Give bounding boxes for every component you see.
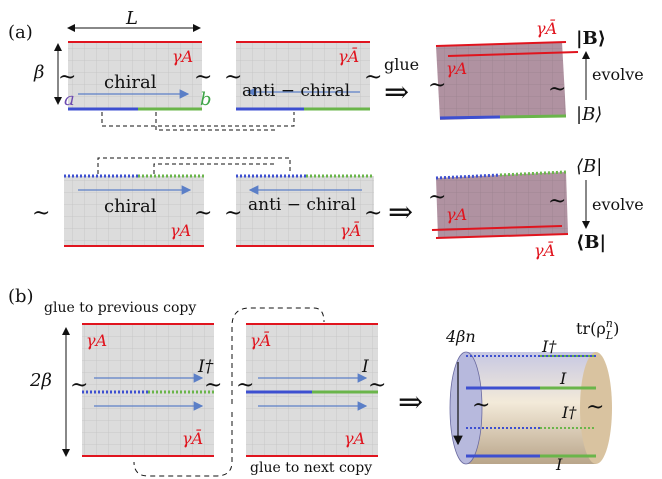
gamma-a-label: γA	[446, 59, 467, 78]
gamma-a-label: γA	[86, 331, 107, 350]
two-beta-dimension: 2β	[29, 327, 70, 457]
glue-label: glue	[384, 55, 419, 74]
trace-close: )	[613, 319, 619, 338]
chiral-label: chiral	[104, 72, 157, 93]
evolved-sheet-bottom: γA γĀ ~ ~	[428, 170, 569, 260]
point-b-label: b	[200, 89, 212, 110]
gamma-abar-label: γĀ	[534, 240, 555, 260]
implies-arrow: ⇒	[398, 385, 423, 420]
tilde: ~	[236, 373, 254, 398]
gamma-abar-label: γĀ	[250, 330, 271, 350]
tilde: ~	[364, 65, 382, 90]
evolve-label: evolve	[592, 65, 644, 84]
glue-connector	[231, 307, 325, 404]
glue-next-label: glue to next copy	[250, 460, 372, 476]
implies-arrow: ⇒	[384, 75, 409, 110]
evolved-sheet-top: γĀ γA ~ ~	[428, 18, 579, 120]
beta-label: β	[33, 62, 44, 83]
tilde: ~	[224, 201, 242, 226]
glue-connector	[97, 157, 291, 174]
tilde: ~	[586, 395, 604, 420]
tilde: ~	[548, 189, 566, 214]
point-a-label: a	[64, 89, 75, 110]
tilde: ~	[194, 201, 212, 226]
tilde: ~	[364, 201, 382, 226]
trace-sub: L	[605, 329, 613, 342]
gamma-abar-label: γĀ	[182, 428, 203, 448]
gamma-a-label: γA	[344, 429, 365, 448]
two-beta-label: 2β	[29, 370, 52, 391]
trace-cylinder: 4βn I† I I† I ~ ~	[445, 327, 612, 474]
anti-chiral-sheet-bottom: anti − chiral γĀ ~ ~	[224, 174, 382, 247]
bra-bold-b: ⟨B|	[576, 232, 606, 253]
i-dagger-label: I†	[541, 337, 557, 356]
tilde-left: ~	[58, 65, 76, 90]
doubled-sheet-right: γĀ γA I ~ ~	[236, 323, 386, 457]
beta-dimension: β	[33, 43, 62, 105]
circumference-label: 4βn	[445, 327, 476, 346]
glue-previous-label: glue to previous copy	[44, 300, 196, 316]
anti-chiral-sheet-top: anti − chiral γĀ ~ ~	[224, 41, 382, 111]
panel-a-tag: (a)	[8, 22, 33, 43]
trace-sup: n	[606, 317, 613, 330]
gamma-abar-label: γĀ	[338, 46, 359, 66]
length-label: L	[125, 8, 138, 29]
bra-b: ⟨B|	[576, 156, 602, 177]
glue-connector	[155, 112, 276, 131]
tilde: ~	[204, 373, 222, 398]
tilde: ~	[224, 65, 242, 90]
evolve-label: evolve	[592, 195, 644, 214]
ket-bold-b: |B⟩	[576, 28, 606, 49]
panel-b-tag: (b)	[8, 286, 34, 307]
ket-b: |B⟩	[576, 104, 602, 125]
gamma-a-label: γA	[172, 47, 193, 66]
glue-connector	[133, 412, 233, 477]
tilde: ~	[368, 373, 386, 398]
i-label: I	[361, 357, 369, 377]
gamma-abar-label: γĀ	[340, 220, 361, 240]
tilde: ~	[472, 393, 490, 418]
chiral-sheet-bottom: chiral γA ~ ~	[32, 174, 212, 247]
i-dagger-label: I†	[197, 357, 214, 377]
chiral-sheet-top: chiral γA a b ~ ~	[58, 41, 212, 111]
anti-chiral-label: anti − chiral	[248, 195, 356, 215]
length-dimension: L	[67, 8, 201, 32]
doubled-sheet-left: γA γĀ I† ~ ~	[70, 323, 222, 457]
i-dagger-label: I†	[561, 403, 577, 422]
trace-text: tr(ρ	[576, 319, 606, 338]
i-label: I	[559, 369, 567, 388]
i-label: I	[555, 455, 563, 474]
tilde: ~	[548, 77, 566, 102]
tilde: ~	[32, 201, 50, 226]
chiral-label: chiral	[104, 196, 157, 217]
svg-text:tr(ρnL): tr(ρn L)	[576, 317, 619, 342]
tilde: ~	[70, 373, 88, 398]
tilde: ~	[428, 185, 446, 210]
trace-label: tr(ρn L)	[576, 317, 619, 342]
tilde: ~	[428, 73, 446, 98]
gamma-abar-label: γĀ	[536, 18, 557, 38]
tilde-right: ~	[194, 65, 212, 90]
gamma-a-label: γA	[170, 221, 191, 240]
glue-connector	[101, 112, 295, 127]
implies-arrow: ⇒	[388, 195, 413, 230]
anti-chiral-label: anti − chiral	[242, 81, 350, 101]
gamma-a-label: γA	[446, 205, 467, 224]
glue-connector	[153, 163, 276, 174]
